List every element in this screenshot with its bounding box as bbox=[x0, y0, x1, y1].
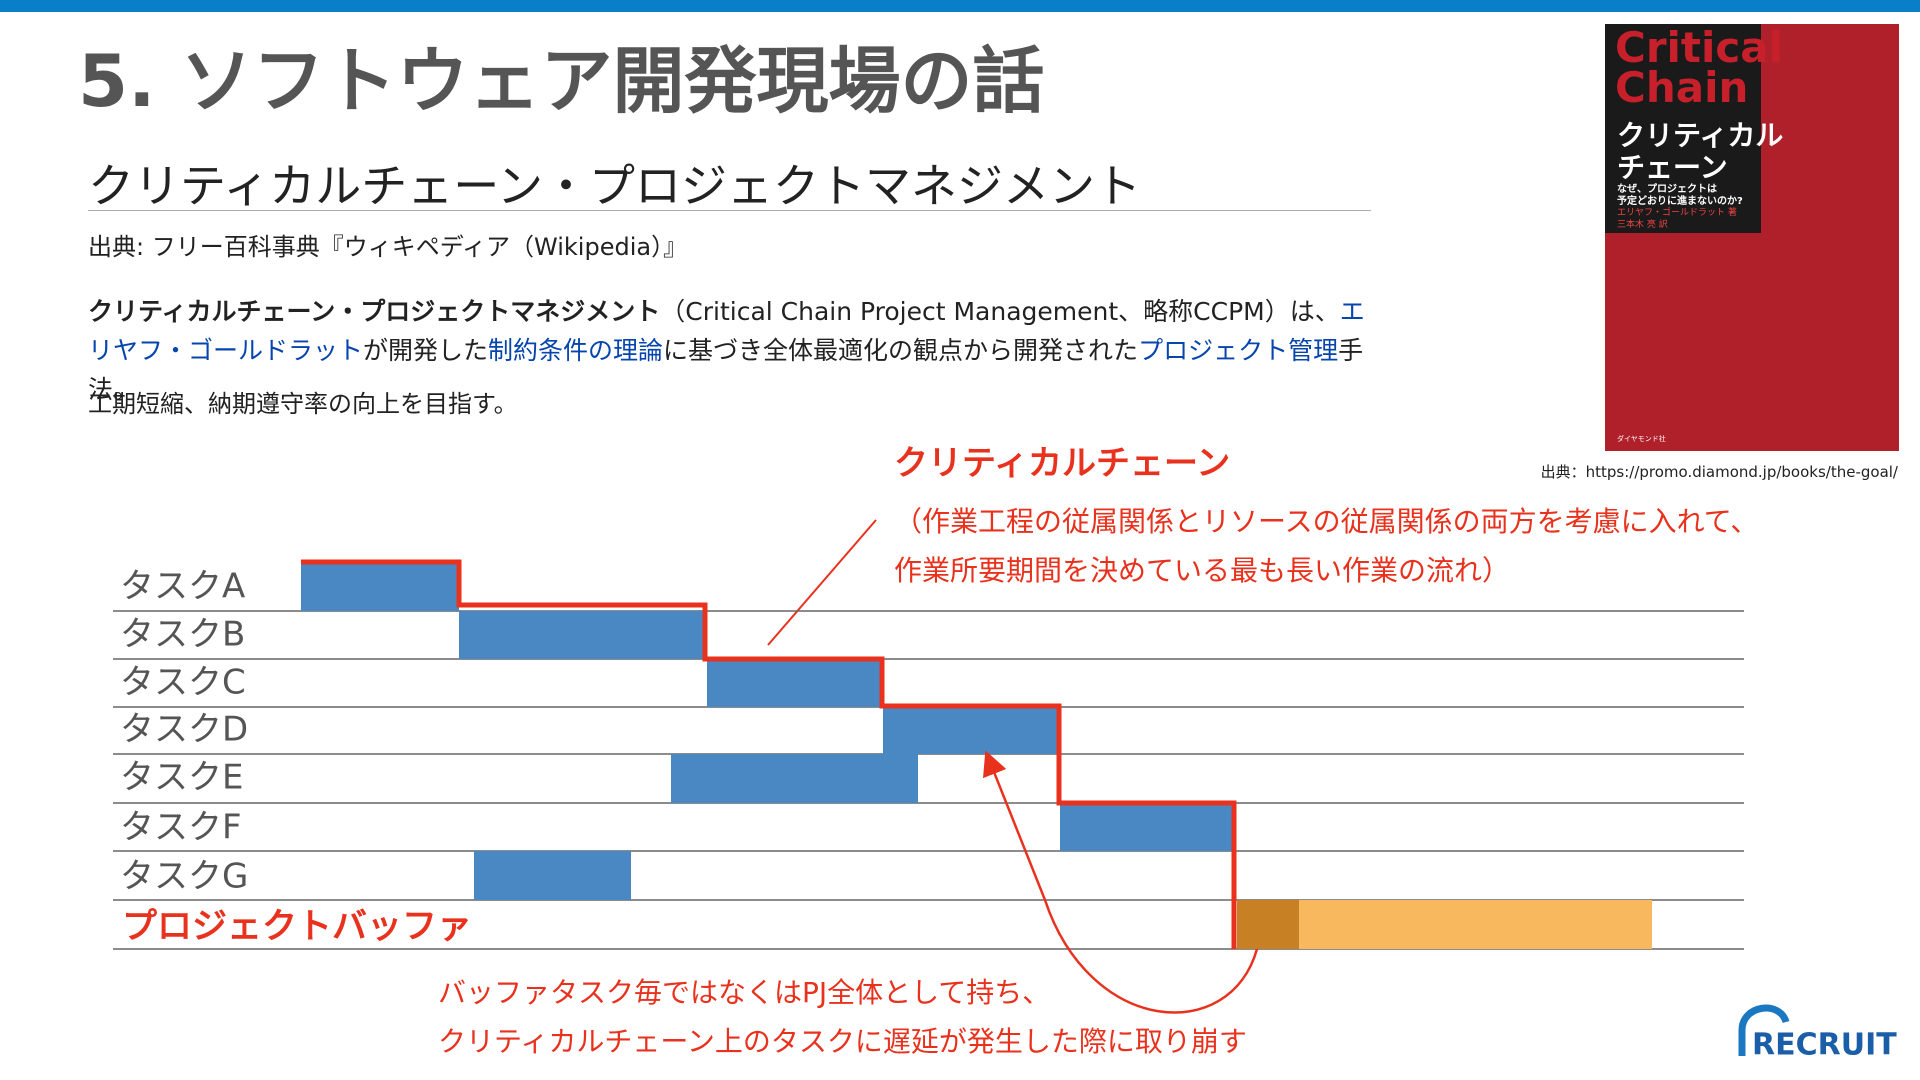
cover-publisher: ダイヤモンド社 bbox=[1617, 435, 1666, 443]
buffer-arrow bbox=[983, 750, 1259, 1014]
top-bar bbox=[0, 0, 1920, 12]
critical-path bbox=[301, 559, 1237, 949]
cover-title-jp: チェーン bbox=[1617, 151, 1728, 184]
text: 手法。 bbox=[88, 336, 1364, 404]
logo: RECRUIT bbox=[1752, 1028, 1897, 1063]
row-lines bbox=[113, 610, 1744, 950]
buffer-note: クリティカルチェーン上のタスクに遅延が発生した際に取り崩す bbox=[438, 1025, 1247, 1058]
link[interactable]: エリヤフ・ゴールドラット bbox=[88, 297, 1365, 365]
cover-box bbox=[1605, 24, 1761, 233]
title: 5. ソフトウェア開発現場の話 bbox=[78, 39, 1045, 123]
task-label: タスクB bbox=[120, 615, 245, 655]
book-cover: Critical Chain クリティカル チェーン なぜ、プロジェクトは 予定… bbox=[1605, 24, 1899, 451]
cover-title-en: Critical bbox=[1615, 23, 1784, 72]
explanation: （作業工程の従属関係とリソースの従属関係の両方を考慮に入れて、 bbox=[894, 505, 1758, 538]
critical-heading: クリティカルチェーン bbox=[894, 444, 1230, 484]
link[interactable]: 制約条件の理論 bbox=[488, 336, 664, 365]
note: 工期短縮、納期遵守率の向上を目指す。 bbox=[88, 390, 518, 418]
buffer-used bbox=[1237, 900, 1299, 949]
task-label: タスクD bbox=[120, 710, 248, 750]
explanation: 作業所要期間を決めている最も長い作業の流れ） bbox=[894, 554, 1510, 587]
text: に基づき全体最適化の観点から開発された bbox=[663, 336, 1139, 365]
buffer-label: プロジェクトバッファ bbox=[122, 907, 472, 947]
task-label: タスクG bbox=[120, 857, 248, 897]
bold-term: クリティカルチェーン・プロジェクトマネジメント bbox=[88, 297, 661, 326]
logo-mark bbox=[1738, 1004, 1790, 1056]
link[interactable]: プロジェクト管理 bbox=[1138, 336, 1339, 365]
subtitle: クリティカルチェーン・プロジェクトマネジメント bbox=[88, 159, 1141, 213]
cover-title-en: Chain bbox=[1615, 63, 1749, 112]
task-label: タスクA bbox=[120, 567, 245, 607]
cover-tagline: 予定どおりに進まないのか? bbox=[1617, 196, 1743, 207]
task-label: タスクE bbox=[120, 758, 243, 798]
buffer-note: バッファタスク毎ではなくはPJ全体として持ち、 bbox=[438, 976, 1050, 1009]
cover-tagline: なぜ、プロジェクトは bbox=[1617, 184, 1717, 195]
pointer-line bbox=[767, 519, 877, 646]
paragraph: クリティカルチェーン・プロジェクトマネジメント（Critical Chain P… bbox=[88, 292, 1378, 409]
source: 出典: フリー百科事典『ウィキペディア（Wikipedia）』 bbox=[88, 233, 688, 261]
task-label: タスクC bbox=[120, 663, 246, 703]
text: が開発した bbox=[363, 336, 489, 365]
cover-title-jp: クリティカル bbox=[1617, 119, 1784, 152]
underline bbox=[88, 210, 1371, 211]
task-label: タスクF bbox=[120, 808, 242, 848]
buffer-bar bbox=[1299, 900, 1652, 949]
text: （Critical Chain Project Management、略称CCP… bbox=[660, 297, 1340, 326]
book-source: 出典：https://promo.diamond.jp/books/the-go… bbox=[1540, 463, 1898, 481]
cover-translator: 三本木 亮 訳 bbox=[1617, 220, 1668, 230]
cover-author: エリヤフ・ゴールドラット 著 bbox=[1617, 208, 1737, 218]
task-bars bbox=[301, 562, 1234, 900]
